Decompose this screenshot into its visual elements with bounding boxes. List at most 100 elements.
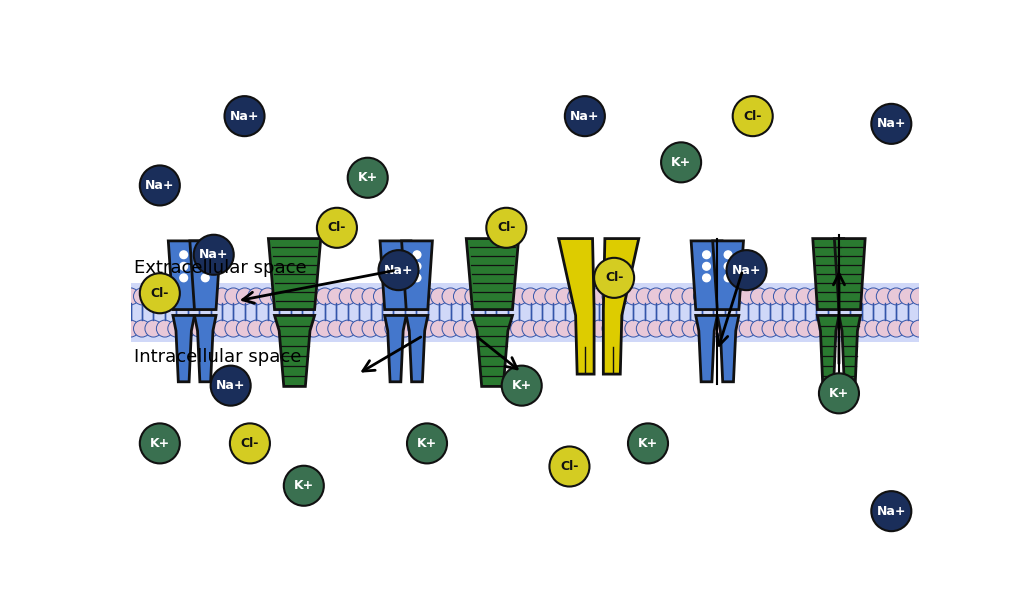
- Circle shape: [328, 320, 345, 337]
- Circle shape: [739, 320, 756, 337]
- Circle shape: [140, 165, 180, 205]
- Circle shape: [727, 250, 767, 290]
- Text: Cl-: Cl-: [743, 109, 762, 122]
- Text: K+: K+: [671, 156, 691, 169]
- Circle shape: [556, 288, 573, 305]
- Circle shape: [784, 288, 802, 305]
- Circle shape: [374, 288, 390, 305]
- Circle shape: [567, 320, 585, 337]
- Circle shape: [534, 320, 551, 337]
- Circle shape: [248, 288, 265, 305]
- Text: K+: K+: [512, 379, 531, 392]
- Circle shape: [413, 274, 421, 282]
- Circle shape: [819, 373, 859, 413]
- Circle shape: [157, 288, 173, 305]
- Circle shape: [248, 320, 265, 337]
- Circle shape: [237, 288, 253, 305]
- Circle shape: [659, 288, 676, 305]
- Circle shape: [362, 288, 379, 305]
- Text: Intracellular space: Intracellular space: [134, 348, 302, 366]
- Circle shape: [751, 288, 768, 305]
- Circle shape: [487, 320, 505, 337]
- Circle shape: [853, 320, 870, 337]
- Circle shape: [602, 320, 618, 337]
- Polygon shape: [813, 239, 844, 309]
- Circle shape: [476, 320, 494, 337]
- Circle shape: [830, 288, 848, 305]
- Polygon shape: [274, 315, 314, 386]
- Circle shape: [877, 320, 893, 337]
- Circle shape: [140, 423, 180, 464]
- Circle shape: [413, 263, 421, 270]
- Circle shape: [237, 320, 253, 337]
- Circle shape: [419, 288, 436, 305]
- Circle shape: [751, 320, 768, 337]
- Circle shape: [591, 320, 607, 337]
- Circle shape: [511, 288, 527, 305]
- Circle shape: [797, 288, 813, 305]
- Circle shape: [476, 288, 494, 305]
- Polygon shape: [173, 315, 195, 382]
- Text: Na+: Na+: [199, 248, 228, 261]
- Circle shape: [659, 320, 676, 337]
- Circle shape: [190, 288, 208, 305]
- Circle shape: [230, 423, 270, 464]
- Circle shape: [556, 320, 573, 337]
- Circle shape: [294, 320, 310, 337]
- Circle shape: [591, 288, 607, 305]
- Circle shape: [122, 320, 139, 337]
- Circle shape: [385, 320, 401, 337]
- Polygon shape: [817, 315, 839, 386]
- Circle shape: [724, 263, 732, 270]
- Polygon shape: [189, 241, 220, 309]
- Circle shape: [702, 251, 711, 258]
- Circle shape: [773, 320, 791, 337]
- Circle shape: [396, 320, 414, 337]
- Circle shape: [724, 274, 732, 282]
- Circle shape: [122, 288, 139, 305]
- Circle shape: [339, 288, 356, 305]
- Circle shape: [180, 263, 187, 270]
- Polygon shape: [835, 239, 865, 309]
- Circle shape: [728, 320, 744, 337]
- Text: Na+: Na+: [229, 109, 259, 122]
- Circle shape: [339, 320, 356, 337]
- Circle shape: [316, 320, 333, 337]
- Circle shape: [808, 288, 824, 305]
- Polygon shape: [466, 239, 518, 309]
- Circle shape: [442, 320, 459, 337]
- Circle shape: [270, 288, 288, 305]
- Circle shape: [328, 288, 345, 305]
- Circle shape: [580, 320, 596, 337]
- Circle shape: [316, 288, 333, 305]
- Text: Cl-: Cl-: [497, 221, 515, 234]
- Circle shape: [408, 320, 425, 337]
- Polygon shape: [713, 241, 743, 309]
- Circle shape: [671, 320, 687, 337]
- Circle shape: [179, 288, 197, 305]
- Circle shape: [682, 320, 699, 337]
- Polygon shape: [268, 239, 321, 309]
- Polygon shape: [717, 315, 739, 382]
- Circle shape: [602, 288, 618, 305]
- Circle shape: [391, 251, 399, 258]
- Polygon shape: [559, 239, 594, 374]
- Circle shape: [808, 320, 824, 337]
- Text: K+: K+: [294, 479, 314, 492]
- Text: Extracellular space: Extracellular space: [134, 259, 307, 277]
- Circle shape: [350, 320, 368, 337]
- Text: Cl-: Cl-: [605, 271, 624, 284]
- Circle shape: [888, 320, 904, 337]
- Circle shape: [224, 96, 264, 136]
- Circle shape: [202, 320, 219, 337]
- Circle shape: [648, 320, 665, 337]
- Text: Cl-: Cl-: [151, 287, 169, 300]
- Circle shape: [442, 288, 459, 305]
- Circle shape: [625, 288, 642, 305]
- Circle shape: [628, 423, 668, 464]
- Circle shape: [545, 320, 562, 337]
- Circle shape: [739, 288, 756, 305]
- Circle shape: [865, 320, 882, 337]
- Polygon shape: [691, 241, 722, 309]
- Circle shape: [662, 142, 701, 183]
